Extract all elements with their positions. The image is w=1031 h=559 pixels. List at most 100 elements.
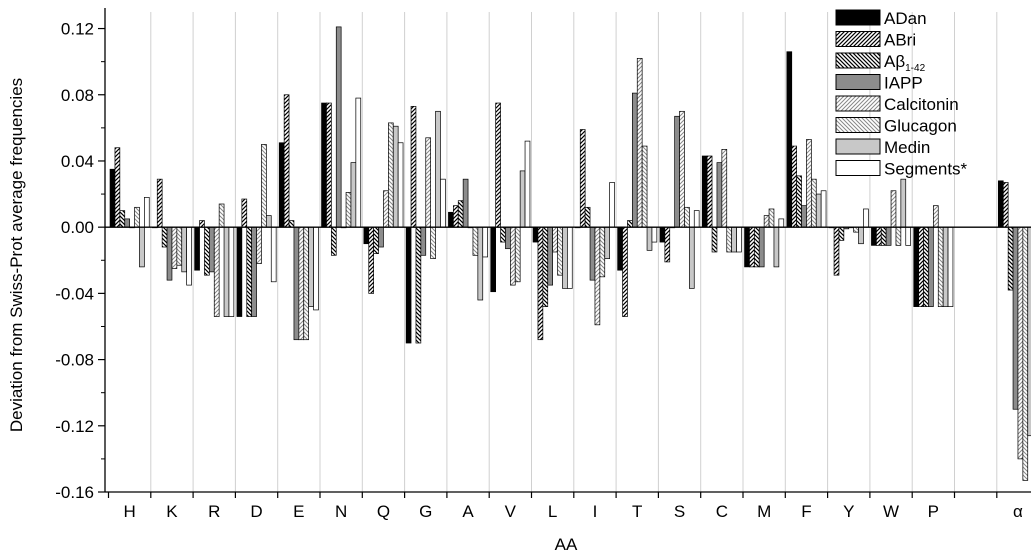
bar xyxy=(368,226,375,294)
bar xyxy=(335,26,342,228)
x-tick-label: N xyxy=(335,502,347,521)
bar xyxy=(863,208,869,228)
x-tick-label: E xyxy=(293,502,304,521)
bar xyxy=(236,226,243,317)
bar xyxy=(350,162,357,228)
bar xyxy=(453,205,459,228)
y-tick-label: 0.04 xyxy=(61,152,94,171)
bar xyxy=(778,218,785,228)
bar xyxy=(706,155,713,228)
x-tick-label: V xyxy=(505,502,517,521)
bar xyxy=(1002,182,1009,228)
bar xyxy=(204,226,210,276)
bar xyxy=(256,226,262,264)
bar xyxy=(510,226,516,286)
bar xyxy=(801,205,807,228)
bar xyxy=(659,226,666,243)
bar xyxy=(557,226,563,276)
bar xyxy=(594,226,601,326)
bar xyxy=(270,226,277,283)
bar xyxy=(763,215,770,228)
legend-label: Segments* xyxy=(884,160,968,179)
bar xyxy=(373,226,379,254)
bar xyxy=(731,226,737,253)
x-tick-label: R xyxy=(208,502,220,521)
legend-swatch xyxy=(835,95,881,112)
bar xyxy=(218,203,225,228)
bar xyxy=(405,226,412,344)
bar xyxy=(711,226,718,253)
bar xyxy=(430,226,436,259)
bar xyxy=(885,226,892,246)
bar xyxy=(566,226,573,289)
legend-swatch xyxy=(835,138,881,155)
bar xyxy=(144,197,150,228)
bar xyxy=(490,226,497,293)
bar xyxy=(303,226,310,341)
bar xyxy=(858,226,864,245)
legend-label: ABri xyxy=(884,31,916,50)
bar xyxy=(114,147,121,228)
x-axis-title: AA xyxy=(555,535,578,554)
bar xyxy=(542,226,549,307)
bar xyxy=(477,226,484,301)
bar xyxy=(796,175,802,228)
bar xyxy=(641,145,648,228)
bar xyxy=(298,226,305,341)
legend-label: IAPP xyxy=(884,74,923,93)
bar xyxy=(410,105,417,228)
bar xyxy=(156,178,163,228)
bar xyxy=(124,218,131,228)
bar xyxy=(435,110,441,228)
bar xyxy=(768,208,775,228)
bar xyxy=(448,211,454,228)
bar xyxy=(833,226,840,276)
bar xyxy=(786,51,793,228)
bar xyxy=(810,178,817,228)
bar xyxy=(194,226,200,271)
bar xyxy=(617,226,623,271)
legend-swatch xyxy=(835,74,881,90)
bar xyxy=(552,226,558,253)
bar xyxy=(1017,226,1024,460)
legend-label: Aβ1-42 xyxy=(884,52,926,74)
bar xyxy=(579,129,586,228)
bar xyxy=(791,145,798,228)
bar xyxy=(186,226,192,286)
bar xyxy=(308,226,314,307)
bar xyxy=(524,140,531,228)
y-tick-label: -0.08 xyxy=(55,351,94,370)
bar xyxy=(321,102,327,228)
bar xyxy=(288,220,295,228)
bar xyxy=(388,122,394,228)
tick-labels: 0.12 0.08 0.04 0.00 -0.04 -0.08 -0.12 -0.16 H K R D… xyxy=(55,20,1023,521)
bar xyxy=(820,190,827,228)
x-tick-label: T xyxy=(632,502,642,521)
bar xyxy=(1007,226,1014,291)
bar xyxy=(895,226,902,246)
x-tick-label: W xyxy=(883,502,899,521)
legend-swatch xyxy=(835,117,881,133)
bar xyxy=(923,226,929,307)
bar xyxy=(744,226,750,268)
x-tick-label: I xyxy=(593,502,598,521)
legend-swatch xyxy=(835,52,881,69)
legend-swatch xyxy=(835,31,881,47)
bar xyxy=(664,226,671,263)
bar xyxy=(871,226,877,246)
bar xyxy=(1012,226,1019,410)
bar xyxy=(457,200,464,228)
bar xyxy=(679,110,685,228)
bar xyxy=(905,226,912,246)
bar xyxy=(838,226,845,241)
x-tick-label: M xyxy=(757,502,771,521)
category-separators xyxy=(150,12,998,492)
bar xyxy=(758,226,765,268)
bar xyxy=(636,57,643,228)
bar xyxy=(241,198,248,228)
bar xyxy=(701,155,708,228)
bar xyxy=(313,226,319,311)
bar xyxy=(815,193,822,228)
bar xyxy=(1022,226,1029,481)
